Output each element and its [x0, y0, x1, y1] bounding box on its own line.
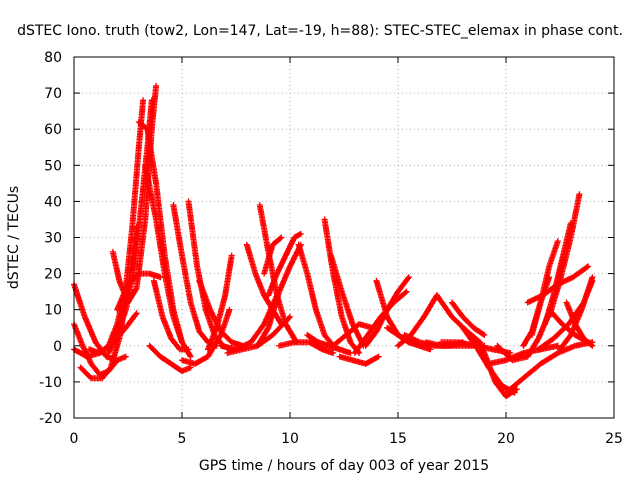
- series-22: [265, 230, 304, 299]
- y-tick-label: -10: [39, 375, 62, 391]
- series-51: [524, 263, 592, 306]
- y-tick-label: 0: [53, 339, 62, 355]
- series-marker: [336, 353, 382, 367]
- series-marker: [546, 191, 583, 320]
- series-25: [276, 339, 337, 356]
- x-axis-label: GPS time / hours of day 003 of year 2015: [199, 458, 489, 474]
- series-24: [295, 241, 337, 349]
- x-tick-label: 10: [281, 431, 299, 447]
- x-tick-label: 15: [389, 431, 407, 447]
- series-marker: [276, 339, 337, 356]
- series-7: [114, 270, 164, 313]
- x-tick-label: 20: [497, 431, 515, 447]
- y-tick-label: 30: [44, 231, 62, 247]
- y-axis-label: dSTEC / TECUs: [6, 186, 22, 289]
- series-49: [546, 191, 583, 320]
- x-tick-label: 25: [605, 431, 623, 447]
- series-13: [179, 306, 233, 367]
- series-9: [142, 162, 194, 360]
- series-marker: [146, 342, 194, 375]
- y-tick-label: 20: [44, 267, 62, 283]
- series-52: [557, 274, 596, 353]
- series-marker: [142, 162, 194, 360]
- series-marker: [295, 241, 337, 349]
- series-12: [170, 202, 220, 349]
- y-tick-label: 40: [44, 194, 62, 210]
- y-tick-label: 50: [44, 158, 62, 174]
- data-series: [71, 82, 596, 400]
- series-marker: [557, 274, 596, 353]
- series-29: [330, 321, 376, 349]
- series-23: [261, 234, 285, 277]
- series-marker: [179, 306, 233, 367]
- series-marker: [170, 202, 220, 349]
- series-54: [546, 306, 592, 346]
- y-tick-label: -20: [39, 411, 62, 427]
- series-marker: [449, 299, 488, 338]
- series-44: [503, 339, 596, 396]
- series-marker: [330, 321, 376, 349]
- y-tick-label: 70: [44, 86, 62, 102]
- series-marker: [254, 241, 304, 349]
- series-30: [336, 353, 382, 367]
- x-tick-label: 5: [178, 431, 187, 447]
- series-marker: [204, 252, 235, 353]
- y-tick-label: 10: [44, 303, 62, 319]
- series-11: [150, 277, 192, 353]
- series-16: [204, 252, 235, 353]
- chart-title: dSTEC Iono. truth (tow2, Lon=147, Lat=-1…: [17, 23, 623, 39]
- y-tick-label: 60: [44, 122, 62, 138]
- series-marker: [503, 339, 596, 396]
- series-marker: [546, 306, 592, 346]
- series-marker: [114, 270, 164, 313]
- series-marker: [261, 234, 285, 277]
- series-marker: [524, 263, 592, 306]
- x-tick-label: 0: [70, 431, 79, 447]
- series-10: [146, 342, 194, 375]
- series-39: [449, 299, 488, 338]
- y-tick-label: 80: [44, 50, 62, 66]
- series-21: [254, 241, 304, 349]
- axis-ticks: 0 5 10 15 20 25 -20 -10 0 10 20 30 40 50 60 70 80: [39, 50, 623, 447]
- series-marker: [265, 230, 304, 299]
- series-marker: [150, 277, 192, 353]
